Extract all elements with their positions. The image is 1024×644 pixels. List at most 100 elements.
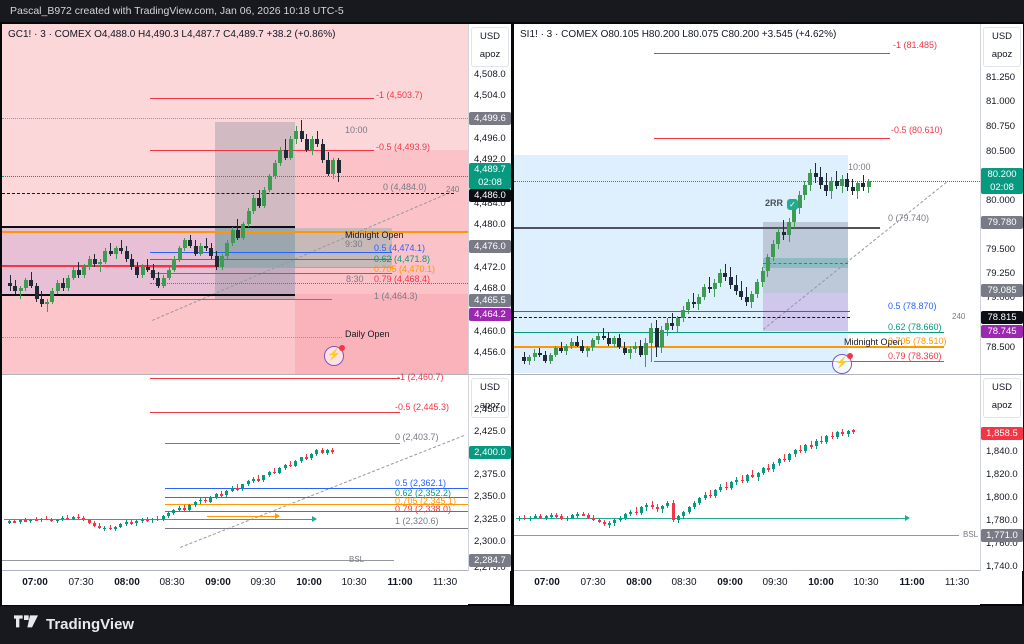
candle-wick [825, 173, 827, 196]
notification-dot [847, 353, 853, 359]
candle-body [151, 518, 155, 521]
candle-body [235, 229, 240, 238]
candle-body [135, 521, 139, 524]
price-level-label: 9:30 [345, 239, 363, 249]
time-label: 10:30 [853, 577, 879, 588]
candle-body [559, 347, 564, 352]
axis-tick-label: 1,760.0 [986, 538, 1018, 549]
chart-pane-right-lower[interactable]: BSL [514, 374, 980, 571]
candle-body [251, 479, 255, 481]
candle-body [772, 463, 776, 470]
candle-body [781, 231, 786, 235]
notification-dot [339, 345, 345, 351]
candle-body [204, 499, 208, 502]
candle-body [108, 527, 112, 530]
candle-body [156, 277, 161, 286]
price-level-label: 10:00 [345, 125, 368, 135]
candle-body [834, 180, 839, 186]
candle-body [220, 494, 223, 496]
tradingview-brand-link[interactable]: TradingView [14, 615, 134, 633]
axis-unit-selector[interactable]: USD apoz [983, 27, 1021, 67]
candle-body [29, 519, 33, 522]
candle-body [241, 484, 245, 489]
candle-body [808, 173, 813, 185]
trade-rr-badge[interactable]: 2RR ✓ [765, 198, 799, 210]
chart-pane-si-main[interactable]: SI1! · 3 · COMEX O80.105 H80.200 L80.075… [514, 24, 980, 374]
candle-wick [821, 435, 823, 444]
time-label: 10:30 [341, 577, 367, 588]
candle-body [336, 160, 341, 173]
flash-event-icon[interactable]: ⚡ [324, 345, 345, 366]
price-axis-si-main[interactable]: USD apoz 81.25081.00080.75080.50080.2508… [980, 24, 1023, 374]
axis-tick-label: 4,468.0 [474, 283, 506, 294]
axis-unit-selector[interactable]: USD apoz [471, 378, 509, 418]
candle-body [585, 347, 590, 352]
candle-body [119, 248, 124, 251]
chart-pane-gc-main[interactable]: GC1! · 3 · COMEX O4,488.0 H4,490.3 L4,48… [2, 24, 468, 374]
candle-body [749, 293, 754, 303]
candle-wick [146, 516, 148, 523]
price-axis-gc-main[interactable]: USD apoz 4,508.0 4,504.0 4,496.0 4,492.0 4,4… [468, 24, 511, 374]
candle-body [788, 454, 792, 461]
time-axis-left[interactable]: 07:00 07:30 08:00 08:30 09:00 09:30 10:00 10:30… [2, 570, 468, 605]
candle-wick [725, 481, 727, 490]
candle-body [549, 515, 553, 517]
candle-body [151, 269, 156, 278]
candle-body [55, 282, 60, 291]
axis-unit-selector[interactable]: USD apoz [471, 27, 509, 67]
candle-body [655, 507, 659, 510]
price-badge: 78.815 [981, 310, 1023, 324]
candle-body [618, 517, 622, 520]
candle-wick [30, 272, 32, 289]
candle-body [571, 515, 574, 518]
candle-body [288, 464, 292, 467]
candle-body [124, 522, 128, 524]
axis-tick-label: 1,740.0 [986, 561, 1018, 572]
candle-body [92, 258, 97, 265]
symbol-legend-gc[interactable]: GC1! · 3 · COMEX O4,488.0 H4,490.3 L4,48… [8, 29, 336, 40]
candle-body [304, 138, 309, 150]
candle-body [278, 149, 283, 163]
price-level-line [150, 412, 400, 413]
candle-body [755, 281, 760, 294]
price-axis-left-lower[interactable]: USD apoz 2,450.0 2,425.0 2,375.0 2,350.0 2,3… [468, 374, 511, 573]
price-badge: 1,771.0 [981, 528, 1023, 542]
axis-unit-selector[interactable]: USD apoz [983, 378, 1021, 418]
price-level-line [514, 332, 944, 333]
price-level-label: 0.62 (4,471.8) [374, 254, 431, 264]
candle-body [586, 515, 590, 518]
candle-body [756, 472, 760, 478]
candle-body [246, 210, 251, 225]
candle-body [129, 522, 133, 524]
arrowhead-icon [275, 513, 280, 519]
candle-body [315, 450, 319, 454]
candle-body [804, 445, 808, 451]
candle-body [798, 449, 802, 452]
candle-body [665, 323, 670, 330]
highlight-zone [295, 150, 468, 374]
candle-body [553, 347, 558, 356]
price-axis-right-lower[interactable]: USD apoz 1,840.0 1,820.0 1,800.0 1,780.0 1,7… [980, 374, 1023, 572]
chart-pane-left-lower[interactable]: -1 (2,460.7) -0.5 (2,445.3) 0 (2,403.7) 0.5… [2, 372, 468, 571]
candle-body [728, 276, 733, 285]
time-axis-right[interactable]: 07:00 07:30 08:00 08:30 09:00 09:30 10:00 10:30… [514, 570, 980, 605]
candle-body [624, 514, 627, 518]
axis-unit-label: apoz [479, 49, 501, 60]
candle-body [108, 250, 113, 254]
time-label: 11:30 [944, 577, 970, 588]
candle-body [718, 273, 723, 283]
price-level-line [150, 299, 332, 300]
axis-currency-label: USD [479, 382, 501, 393]
symbol-legend-si[interactable]: SI1! · 3 · COMEX O80.105 H80.200 L80.075… [520, 29, 837, 40]
price-level-line [2, 294, 295, 296]
axis-tick-label: 4,492.0 [474, 154, 506, 165]
candle-body [119, 524, 123, 527]
candle-body [246, 480, 250, 485]
candle-body [288, 138, 293, 158]
axis-tick-label: 2,350.0 [474, 491, 506, 502]
price-badge: 2,400.0 [469, 445, 511, 459]
axis-tick-label: 4,504.0 [474, 90, 506, 101]
candle-wick [752, 470, 754, 479]
flash-event-icon[interactable]: ⚡ [832, 353, 853, 374]
candle-wick [831, 432, 833, 440]
